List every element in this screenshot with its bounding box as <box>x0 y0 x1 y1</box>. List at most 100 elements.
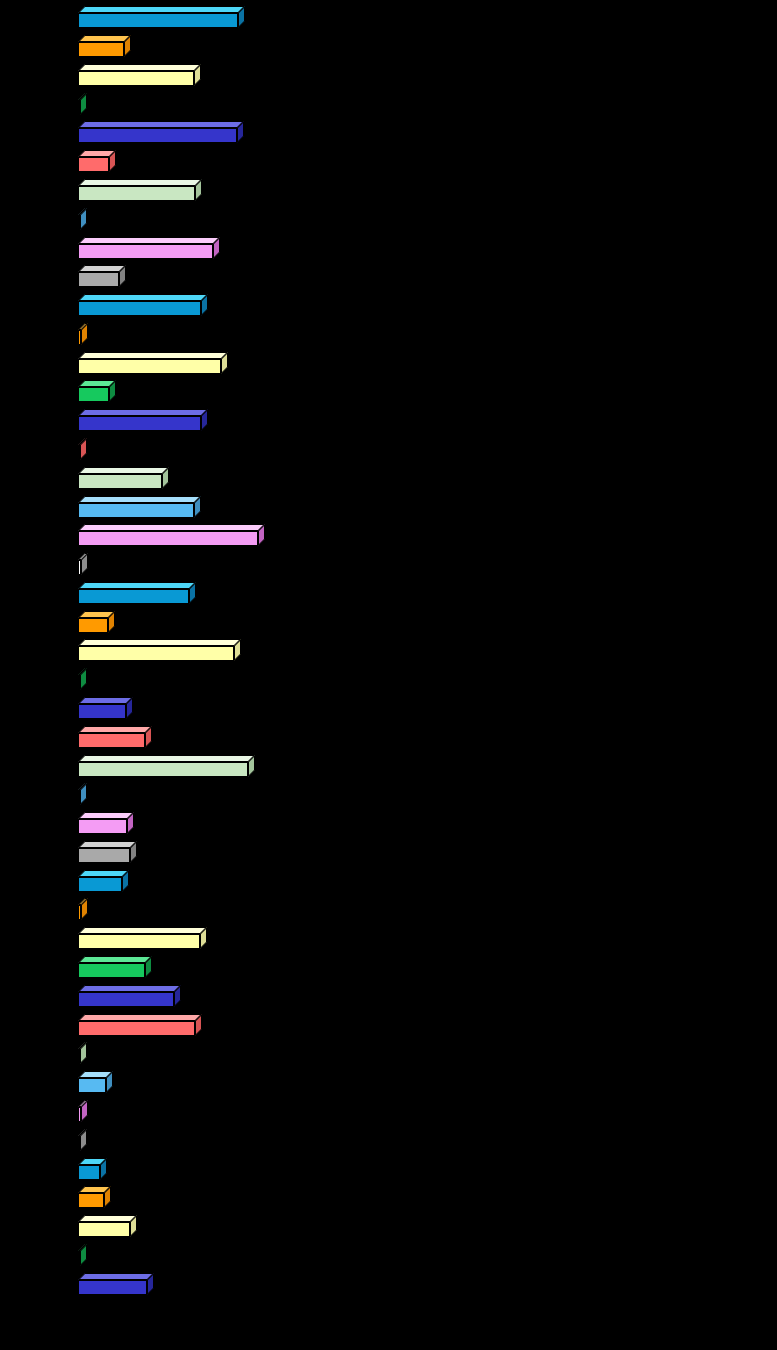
bar-front-face <box>78 560 81 576</box>
bar <box>78 783 89 807</box>
bar-top-face <box>78 812 134 820</box>
bar <box>78 1071 115 1095</box>
bar-front-face <box>78 1193 104 1209</box>
bar <box>78 35 133 59</box>
bar-top-face <box>78 236 220 244</box>
bar-front-face <box>78 272 119 288</box>
bar <box>78 754 257 779</box>
bar-top-face <box>78 927 207 935</box>
bar <box>78 1157 109 1182</box>
bar-top-face <box>78 524 265 532</box>
bar <box>78 956 154 980</box>
bar <box>78 927 209 951</box>
bar-front-face <box>78 732 145 748</box>
bar-front-face <box>78 963 145 979</box>
bar-front-face <box>78 675 80 691</box>
bar-top-face <box>78 697 133 705</box>
bar <box>78 1186 113 1210</box>
bar <box>78 150 118 174</box>
bar-top-face <box>78 1013 202 1021</box>
bar <box>78 1272 156 1297</box>
bar-front-face <box>78 1250 80 1266</box>
bar <box>78 984 183 1009</box>
bar-top-face <box>78 639 241 647</box>
bar-front-face <box>78 185 195 201</box>
bar-front-face <box>78 358 221 374</box>
bar <box>78 351 230 376</box>
bar-front-face <box>78 934 200 950</box>
bar-front-face <box>78 531 258 547</box>
bar-top-face <box>78 840 137 848</box>
bar <box>78 1099 90 1124</box>
bar-top-face <box>78 1215 137 1223</box>
bar <box>78 178 204 203</box>
bar <box>78 581 198 606</box>
bar-front-face <box>78 473 162 489</box>
bar-front-face <box>78 416 201 432</box>
bar-front-face <box>78 70 194 86</box>
bar-top-face <box>78 178 202 186</box>
bar-front-face <box>78 1049 80 1065</box>
bar-front-face <box>78 991 174 1007</box>
bar <box>78 639 243 663</box>
bar <box>78 294 210 318</box>
bar-top-face <box>78 725 152 733</box>
bar-top-face <box>78 121 244 129</box>
bar-top-face <box>78 63 201 71</box>
bar <box>78 121 246 145</box>
bar <box>78 322 90 347</box>
bar-top-face <box>78 6 245 14</box>
bar-front-face <box>78 704 126 720</box>
bar-top-face <box>78 956 152 964</box>
bar-front-face <box>78 42 124 58</box>
bar-front-face <box>78 1135 80 1151</box>
bar <box>78 1215 139 1239</box>
bar <box>78 553 90 577</box>
bar-top-face <box>78 581 196 589</box>
bar-front-face <box>78 445 80 460</box>
bar <box>78 668 89 692</box>
bar-top-face <box>78 984 181 992</box>
bar-front-face <box>78 819 127 835</box>
bar <box>78 236 222 261</box>
bar-top-face <box>78 869 129 877</box>
bar-front-face <box>78 790 80 806</box>
bar-front-face <box>78 502 194 518</box>
bar <box>78 725 154 750</box>
bar-front-face <box>78 243 213 259</box>
bar <box>78 869 131 894</box>
bar-top-face <box>78 495 201 503</box>
bar-front-face <box>78 128 237 144</box>
bar-top-face <box>78 1272 154 1280</box>
bar <box>78 1243 89 1268</box>
bar-front-face <box>78 214 80 230</box>
bar <box>78 812 136 836</box>
bar <box>78 207 89 232</box>
bar <box>78 380 118 404</box>
bar-top-face <box>78 294 208 302</box>
bar-top-face <box>78 466 169 474</box>
bar-front-face <box>78 1106 81 1122</box>
bar-front-face <box>78 876 122 892</box>
bar <box>78 63 203 88</box>
bar-front-face <box>78 588 189 604</box>
bar <box>78 466 171 491</box>
bar <box>78 524 267 548</box>
bar <box>78 1128 89 1153</box>
bar <box>78 92 89 117</box>
bar <box>78 1013 204 1038</box>
bar-top-face <box>78 351 228 359</box>
bar-front-face <box>78 157 109 173</box>
bar-front-face <box>78 761 248 777</box>
bar-front-face <box>78 13 238 29</box>
bar-front-face <box>78 1279 147 1295</box>
bar <box>78 898 90 922</box>
bar <box>78 495 203 520</box>
bar-front-face <box>78 1020 195 1036</box>
bar-front-face <box>78 1164 100 1180</box>
bar-front-face <box>78 646 234 662</box>
bar-front-face <box>78 99 80 115</box>
bar-front-face <box>78 847 130 863</box>
bar-front-face <box>78 329 81 345</box>
